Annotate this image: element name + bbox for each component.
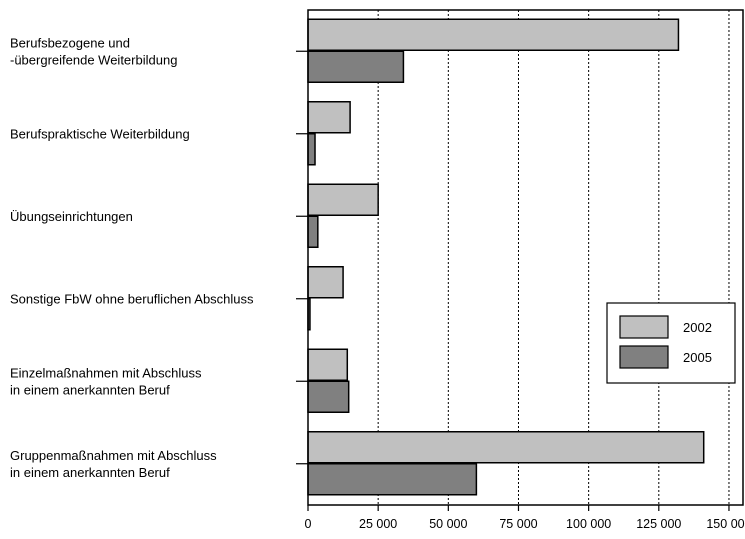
category-label-5: Gruppenmaßnahmen mit Abschluss in einem a… xyxy=(10,448,217,480)
plot-frame xyxy=(307,9,744,506)
x-tick-label-4: 100 000 xyxy=(566,517,611,531)
category-label-0: Berufsbezogene und -übergreifende Weiterb… xyxy=(10,35,177,67)
x-tick-label-5: 125 000 xyxy=(636,517,681,531)
legend-label-2002: 2002 xyxy=(683,320,712,335)
bar-2005-4 xyxy=(307,380,350,413)
category-label-1: Berufspraktische Weiterbildung xyxy=(10,126,190,141)
legend: 2002 2005 xyxy=(606,302,736,384)
x-tick-label-2: 50 000 xyxy=(429,517,467,531)
legend-label-2005: 2005 xyxy=(683,350,712,365)
category-label-2: Übungseinrichtungen xyxy=(10,209,133,224)
bar-2005-0 xyxy=(307,50,405,83)
tick-labels: 0 25 000 50 000 75 000 100 000 125 000 150 000 xyxy=(305,517,745,531)
bar-2002-4 xyxy=(307,348,349,381)
bar-2002-0 xyxy=(307,18,680,51)
category-label-4: Einzelmaßnahmen mit Abschluss in einem an… xyxy=(10,365,202,397)
category-label-3: Sonstige FbW ohne beruflichen Abschluss xyxy=(10,291,254,306)
bar-2002-2 xyxy=(307,183,379,216)
bar-2002-3 xyxy=(307,266,344,299)
legend-swatch-2005 xyxy=(619,345,669,369)
bar-2005-2 xyxy=(307,215,319,248)
bar-2002-5 xyxy=(307,431,705,464)
grid-lines xyxy=(377,10,730,505)
x-tick-label-0: 0 xyxy=(305,517,312,531)
bar-2005-5 xyxy=(307,463,478,496)
category-labels: Berufsbezogene und -übergreifende Weiterb… xyxy=(10,35,254,480)
bar-2005-1 xyxy=(307,133,316,166)
bars xyxy=(307,18,705,496)
axes xyxy=(296,9,744,511)
x-tick-label-6: 150 000 xyxy=(706,517,745,531)
bar-2002-1 xyxy=(307,101,351,134)
x-tick-label-1: 25 000 xyxy=(359,517,397,531)
legend-box xyxy=(606,302,736,384)
x-tick-label-3: 75 000 xyxy=(499,517,537,531)
legend-swatch-2002 xyxy=(619,315,669,339)
